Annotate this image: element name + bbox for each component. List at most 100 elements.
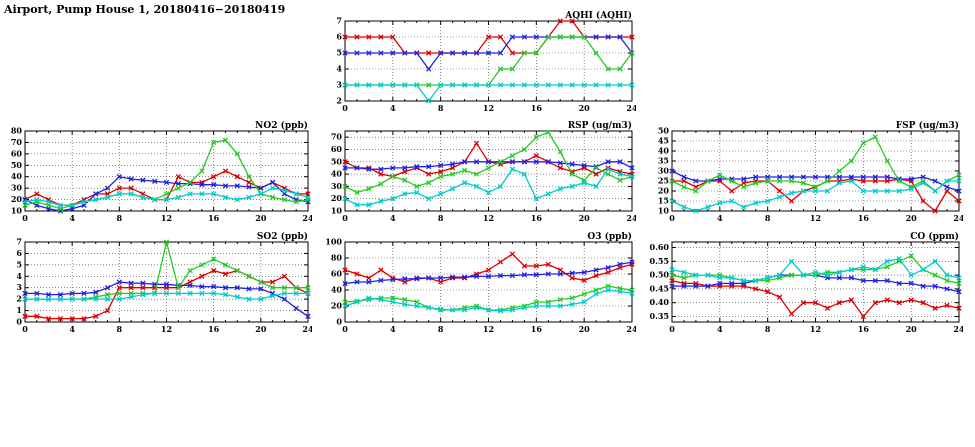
svg-text:4: 4	[16, 271, 22, 281]
svg-text:60: 60	[331, 269, 343, 279]
svg-text:25: 25	[658, 176, 669, 186]
svg-text:4: 4	[390, 103, 396, 113]
svg-text:20: 20	[658, 186, 670, 196]
svg-text:0: 0	[342, 324, 348, 334]
svg-text:20: 20	[331, 193, 343, 203]
svg-text:0.35: 0.35	[650, 311, 669, 321]
svg-text:0: 0	[336, 317, 342, 327]
svg-text:8: 8	[117, 213, 123, 223]
svg-text:60: 60	[331, 144, 343, 154]
svg-text:8: 8	[438, 103, 444, 113]
svg-text:30: 30	[331, 181, 343, 191]
page-title: Airport, Pump House 1, 20180416−20180419	[4, 3, 286, 16]
svg-text:O3 (ppb): O3 (ppb)	[587, 231, 632, 242]
chart-rsp: 10 20 30 40 50 60 70 0 4 8 12 16 20 24 RSP (ug/m3)	[320, 120, 638, 226]
svg-text:AQHI (AQHI): AQHI (AQHI)	[564, 10, 632, 21]
svg-text:0: 0	[16, 317, 22, 327]
svg-text:1: 1	[16, 305, 22, 315]
svg-text:16: 16	[208, 324, 220, 334]
svg-text:20: 20	[579, 103, 591, 113]
svg-text:0: 0	[22, 324, 28, 334]
svg-text:4: 4	[336, 64, 342, 74]
svg-text:16: 16	[531, 213, 543, 223]
svg-text:12: 12	[483, 324, 494, 334]
chart-co: 0.35 0.40 0.45 0.50 0.55 0.60 0 4 8 12 16 20 24 CO (p…	[647, 231, 965, 337]
svg-text:50: 50	[658, 126, 670, 136]
svg-text:12: 12	[161, 213, 172, 223]
svg-text:7: 7	[336, 16, 342, 26]
svg-text:80: 80	[331, 253, 343, 263]
svg-text:8: 8	[765, 324, 771, 334]
svg-text:70: 70	[331, 132, 343, 142]
svg-text:20: 20	[579, 213, 591, 223]
svg-text:6: 6	[16, 248, 22, 258]
svg-text:45: 45	[658, 136, 669, 146]
svg-text:0.55: 0.55	[650, 256, 669, 266]
svg-text:NO2 (ppb): NO2 (ppb)	[255, 120, 308, 131]
svg-text:16: 16	[208, 213, 220, 223]
svg-text:5: 5	[16, 259, 22, 269]
svg-text:7: 7	[16, 237, 22, 247]
svg-text:24: 24	[626, 213, 636, 223]
svg-text:4: 4	[390, 324, 396, 334]
svg-text:20: 20	[331, 301, 343, 311]
svg-text:15: 15	[658, 196, 669, 206]
svg-text:0.40: 0.40	[650, 297, 670, 307]
svg-text:4: 4	[717, 213, 723, 223]
svg-text:20: 20	[11, 194, 23, 204]
svg-text:8: 8	[117, 324, 123, 334]
svg-text:4: 4	[69, 213, 75, 223]
svg-text:0: 0	[342, 213, 348, 223]
svg-text:40: 40	[331, 285, 343, 295]
svg-text:0: 0	[669, 324, 675, 334]
svg-text:CO (ppm): CO (ppm)	[910, 231, 959, 242]
svg-text:12: 12	[810, 324, 821, 334]
svg-text:24: 24	[626, 103, 636, 113]
svg-text:16: 16	[858, 213, 870, 223]
svg-text:50: 50	[11, 160, 23, 170]
svg-text:8: 8	[438, 213, 444, 223]
chart-so2: 0 1 2 3 4 5 6 7 0 4 8 12 16 20 24 SO2 (ppb)	[0, 231, 314, 337]
svg-text:40: 40	[658, 146, 670, 156]
svg-text:0: 0	[342, 103, 348, 113]
chart-fsp: 10 15 20 25 30 35 40 45 50 0 4 8 12 16 20 24 FSP (ug/m3)	[647, 120, 965, 226]
svg-text:20: 20	[906, 213, 918, 223]
chart-no2: 10 20 30 40 50 60 70 80 0 4 8 12 16 20 24 NO2 (ppb)	[0, 120, 314, 226]
svg-text:2: 2	[336, 96, 342, 106]
svg-text:4: 4	[69, 324, 75, 334]
svg-text:35: 35	[658, 156, 669, 166]
chart-aqhi: 2 3 4 5 6 7 0 4 8 12 16 20 24 AQHI (AQHI)	[320, 10, 638, 116]
svg-text:10: 10	[11, 206, 23, 216]
svg-text:24: 24	[953, 324, 963, 334]
svg-text:12: 12	[483, 213, 494, 223]
svg-text:RSP (ug/m3): RSP (ug/m3)	[568, 120, 632, 131]
svg-text:3: 3	[336, 80, 342, 90]
svg-text:2: 2	[16, 294, 22, 304]
svg-text:0: 0	[22, 213, 28, 223]
svg-text:0.50: 0.50	[650, 270, 670, 280]
svg-text:0.60: 0.60	[650, 242, 670, 252]
svg-text:8: 8	[765, 213, 771, 223]
svg-text:16: 16	[858, 324, 870, 334]
svg-text:0: 0	[669, 213, 675, 223]
svg-text:30: 30	[658, 166, 670, 176]
svg-text:12: 12	[483, 103, 494, 113]
svg-text:30: 30	[11, 183, 23, 193]
svg-text:8: 8	[438, 324, 444, 334]
svg-text:12: 12	[161, 324, 172, 334]
svg-text:40: 40	[331, 169, 343, 179]
svg-text:10: 10	[331, 206, 343, 216]
svg-text:100: 100	[325, 237, 342, 247]
svg-text:12: 12	[810, 213, 821, 223]
svg-text:6: 6	[336, 32, 342, 42]
svg-text:60: 60	[11, 148, 23, 158]
svg-text:24: 24	[953, 213, 963, 223]
svg-text:20: 20	[906, 324, 918, 334]
svg-text:3: 3	[16, 282, 22, 292]
svg-text:20: 20	[579, 324, 591, 334]
svg-text:50: 50	[331, 156, 343, 166]
svg-text:20: 20	[255, 324, 267, 334]
svg-text:16: 16	[531, 103, 543, 113]
svg-text:80: 80	[11, 126, 23, 136]
svg-text:16: 16	[531, 324, 543, 334]
